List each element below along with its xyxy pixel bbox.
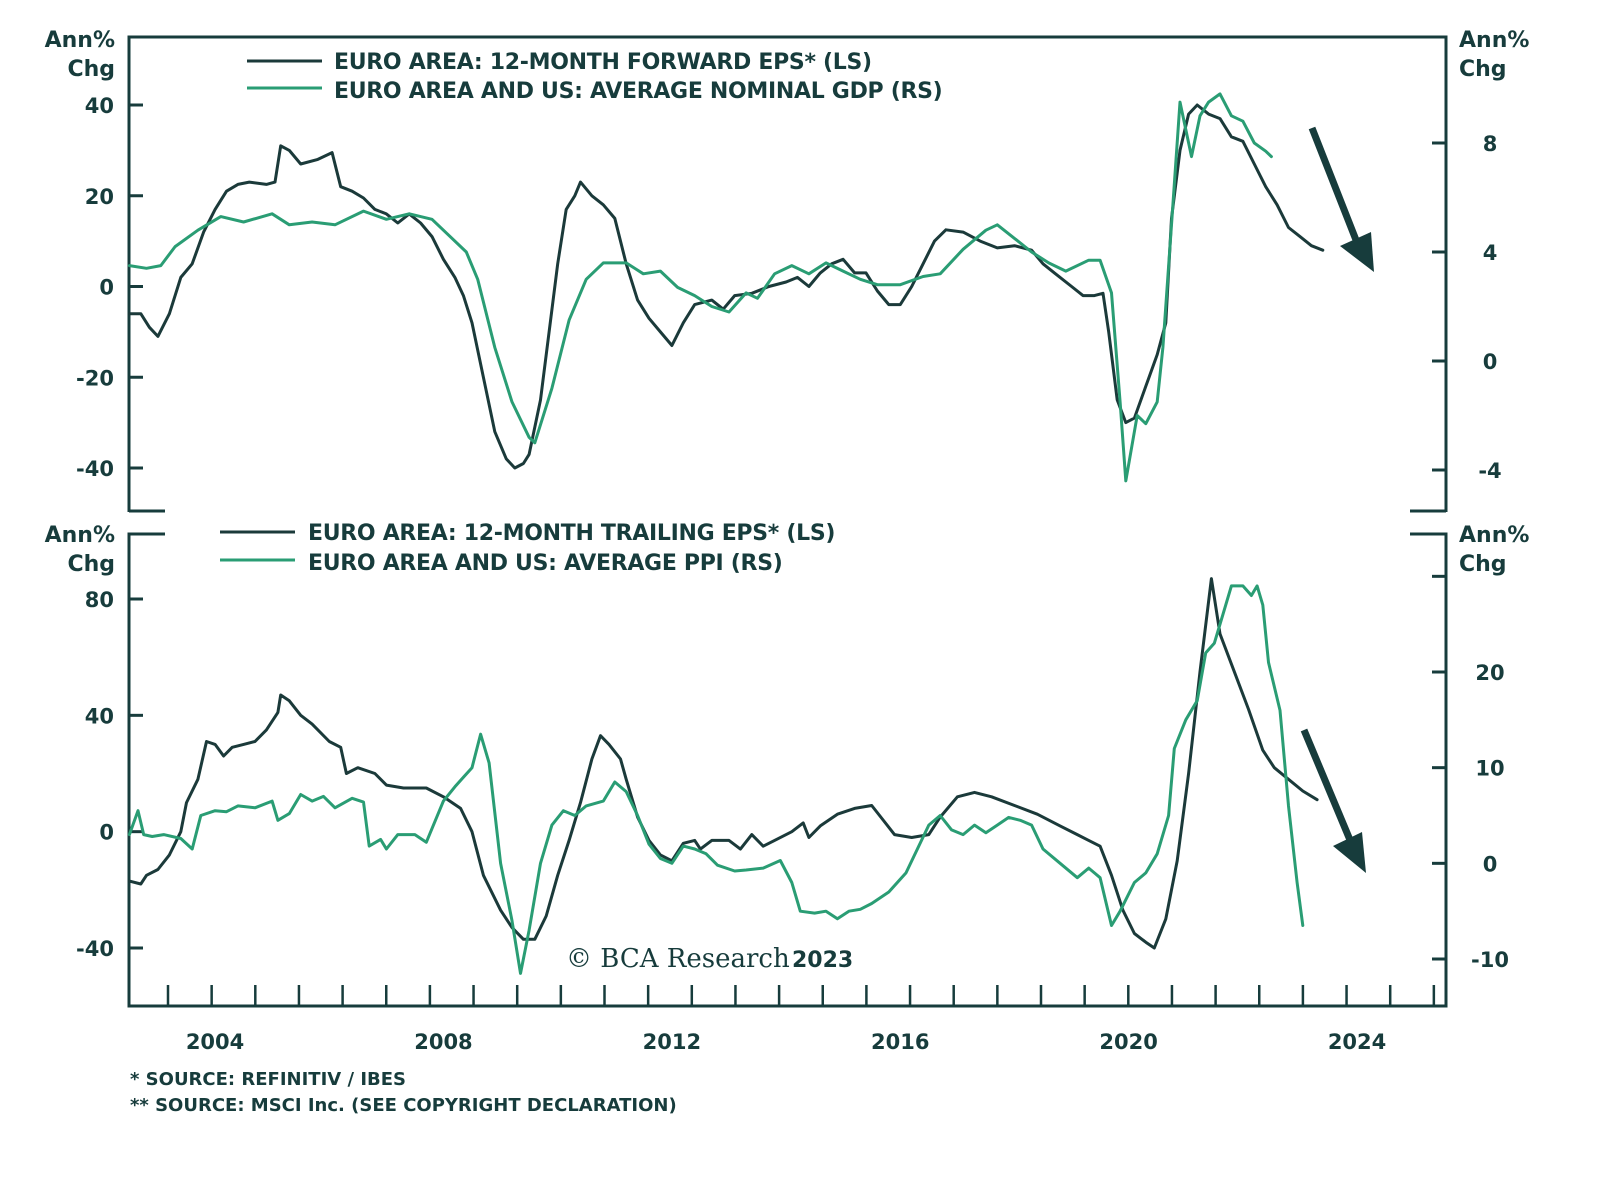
y-tick-label: -4 (1478, 459, 1501, 483)
x-tick-label: 2016 (871, 1030, 929, 1054)
top-left-y-axis: 40 20 0 -20 -40 (76, 94, 143, 481)
top-arrow-shaft (1308, 126, 1360, 242)
top-left-axis-unit-line1: Ann% (45, 28, 115, 53)
bottom-right-y-axis: 20 10 0 -10 (1432, 574, 1509, 972)
legend-label-nominal-gdp: EURO AREA AND US: AVERAGE NOMINAL GDP (R… (334, 79, 942, 104)
y-tick-label: -40 (76, 937, 114, 961)
top-right-axis-unit-line2: Chg (1459, 57, 1507, 82)
x-tick-label: 2024 (1328, 1030, 1386, 1054)
watermark: © BCA Research 2023 (566, 944, 853, 974)
y-tick-label: 40 (85, 94, 114, 118)
bottom-right-axis-unit-line2: Chg (1459, 552, 1507, 577)
x-tick-label: 2004 (186, 1030, 244, 1054)
y-tick-label: 0 (1483, 852, 1498, 876)
bottom-left-y-axis: 80 40 0 -40 (76, 588, 143, 961)
top-down-arrow (1308, 126, 1374, 272)
series-line-euro-area-and-us-average-ppi-rs (127, 584, 1305, 975)
legend-label-ppi: EURO AREA AND US: AVERAGE PPI (RS) (308, 551, 783, 576)
bottom-panel-series (127, 577, 1319, 975)
bottom-panel-border (127, 532, 1448, 1008)
y-tick-label: 8 (1483, 132, 1498, 156)
bottom-arrow-head-icon (1333, 832, 1366, 873)
y-tick-label: 10 (1475, 757, 1504, 781)
series-line-euro-area-12-month-trailing-eps-ls (127, 577, 1319, 950)
bottom-arrow-shaft (1300, 728, 1354, 842)
legend-label-trailing-eps: EURO AREA: 12-MONTH TRAILING EPS* (LS) (308, 521, 835, 546)
y-tick-label: 0 (99, 276, 114, 300)
series-line-euro-area-and-us-average-nominal-gdp-rs (127, 92, 1273, 483)
y-tick-label: 80 (85, 588, 114, 612)
top-right-axis-unit-line1: Ann% (1459, 28, 1529, 53)
y-tick-label: 0 (1483, 350, 1498, 374)
top-legend: EURO AREA: 12-MONTH FORWARD EPS* (LS) EU… (247, 50, 943, 104)
y-tick-label: 4 (1483, 241, 1498, 265)
watermark-year: 2023 (792, 948, 853, 973)
top-panel-series (127, 92, 1325, 483)
bottom-left-axis-unit-line2: Chg (67, 552, 115, 577)
y-tick-label: -10 (1471, 948, 1509, 972)
y-tick-label: -20 (76, 366, 114, 390)
y-tick-label: 20 (1475, 661, 1504, 685)
top-arrow-head-icon (1340, 232, 1374, 272)
series-line-euro-area-12-month-forward-eps-ls (127, 103, 1325, 470)
x-tick-label: 2008 (414, 1030, 472, 1054)
footnote-refinitiv: * SOURCE: REFINITIV / IBES (130, 1069, 406, 1090)
top-panel-frame (127, 35, 1448, 513)
x-axis: 2004 2008 2012 2016 2020 2024 (166, 985, 1436, 1054)
bottom-left-axis-unit-line1: Ann% (45, 523, 115, 548)
bottom-down-arrow (1300, 728, 1366, 873)
footnote-msci: ** SOURCE: MSCI Inc. (SEE COPYRIGHT DECL… (130, 1095, 677, 1116)
x-tick-label: 2012 (643, 1030, 701, 1054)
watermark-text: © BCA Research (566, 944, 790, 974)
x-tick-label: 2020 (1099, 1030, 1157, 1054)
y-tick-label: 0 (99, 821, 114, 845)
top-panel-border (127, 35, 1448, 512)
y-tick-label: 20 (85, 185, 114, 209)
bottom-legend: EURO AREA: 12-MONTH TRAILING EPS* (LS) E… (220, 521, 835, 576)
bottom-panel-frame (127, 532, 1448, 1008)
y-tick-label: 40 (85, 704, 114, 728)
legend-label-forward-eps: EURO AREA: 12-MONTH FORWARD EPS* (LS) (334, 50, 872, 75)
top-left-axis-unit-line2: Chg (67, 57, 115, 82)
bottom-right-axis-unit-line1: Ann% (1459, 523, 1529, 548)
top-right-y-axis: 8 4 0 -4 (1432, 132, 1502, 483)
y-tick-label: -40 (76, 457, 114, 481)
